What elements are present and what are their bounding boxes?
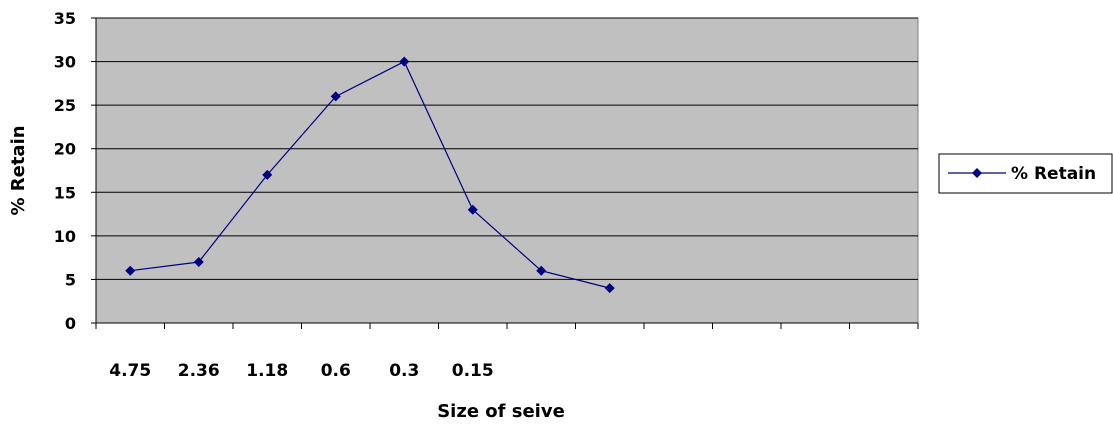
plot-area [95, 17, 919, 324]
y-axis-label: % Retain [8, 125, 29, 215]
series-line [130, 60, 610, 289]
y-tick-label: 20 [54, 140, 76, 159]
axes [91, 17, 919, 329]
data-point-marker [467, 204, 478, 215]
data-point-marker [604, 283, 615, 294]
data-point-marker [536, 265, 547, 276]
y-tick-label: 35 [54, 9, 76, 28]
y-tick-label: 15 [54, 183, 76, 202]
legend-marker [972, 168, 982, 178]
x-axis-tick-labels: 4.75 2.36 1.18 0.6 0.3 0.15 [109, 361, 493, 381]
data-point-marker [330, 91, 341, 102]
data-point-marker [193, 257, 204, 267]
gridlines [96, 17, 918, 280]
y-tick-label: 25 [54, 96, 76, 115]
x-tick-label: 0.3 [389, 361, 419, 381]
x-axis-label: Size of seive [437, 401, 565, 422]
y-axis-tick-labels: 0 5 10 15 20 25 30 35 [54, 9, 76, 333]
data-point-marker [399, 56, 410, 67]
y-tick-label: 5 [65, 270, 76, 289]
x-tick-label: 4.75 [109, 361, 151, 381]
data-point-marker [262, 169, 273, 180]
data-point-marker [125, 265, 136, 276]
y-tick-label: 10 [54, 227, 76, 246]
x-tick-label: 2.36 [178, 361, 220, 381]
y-tick-label: 0 [65, 314, 76, 333]
y-tick-label: 30 [54, 53, 76, 72]
x-tick-label: 0.15 [452, 361, 494, 381]
legend-label: % Retain [1011, 164, 1096, 184]
x-tick-label: 0.6 [321, 361, 351, 381]
legend: % Retain [938, 153, 1113, 194]
series [125, 56, 615, 294]
x-tick-label: 1.18 [246, 361, 288, 381]
